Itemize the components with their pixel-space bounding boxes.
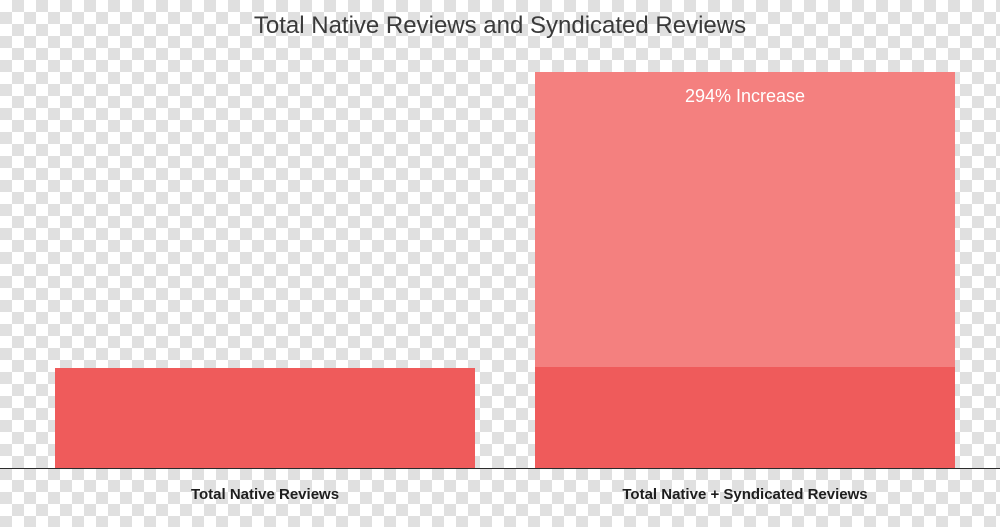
bar-native-plus-syndicated-segment-1 (535, 72, 955, 367)
x-label-native: Total Native Reviews (55, 486, 475, 503)
bar-native (55, 368, 475, 469)
x-axis-baseline (0, 468, 1000, 469)
x-label-native-plus-syndicated: Total Native + Syndicated Reviews (535, 486, 955, 503)
bar-native-plus-syndicated-segment-0 (535, 367, 955, 468)
chart-title: Total Native Reviews and Syndicated Revi… (0, 12, 1000, 40)
bar-native-segment-0 (55, 368, 475, 469)
bar-annotation-increase: 294% Increase (535, 86, 955, 107)
bar-native-plus-syndicated: 294% Increase (535, 72, 955, 468)
chart-plot-area: 294% Increase (0, 72, 1000, 468)
